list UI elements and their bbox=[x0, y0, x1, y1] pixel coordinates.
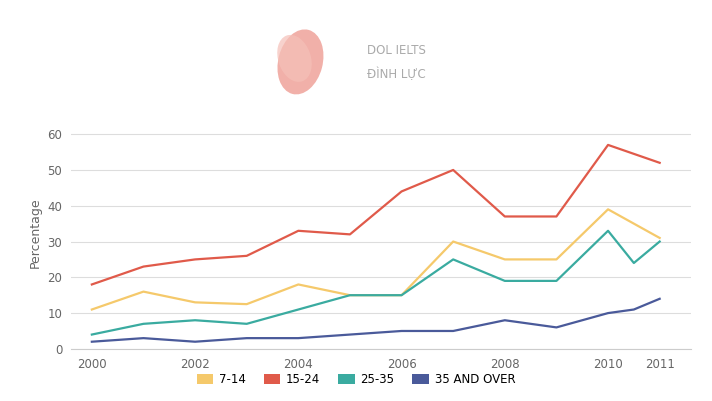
Ellipse shape bbox=[278, 29, 323, 94]
Legend: 7-14, 15-24, 25-35, 35 AND OVER: 7-14, 15-24, 25-35, 35 AND OVER bbox=[192, 369, 520, 391]
Text: DOL IELTS: DOL IELTS bbox=[367, 44, 426, 57]
Ellipse shape bbox=[277, 35, 312, 82]
Y-axis label: Percentage: Percentage bbox=[28, 197, 42, 268]
Text: ĐÌNH LỰC: ĐÌNH LỰC bbox=[367, 67, 426, 81]
